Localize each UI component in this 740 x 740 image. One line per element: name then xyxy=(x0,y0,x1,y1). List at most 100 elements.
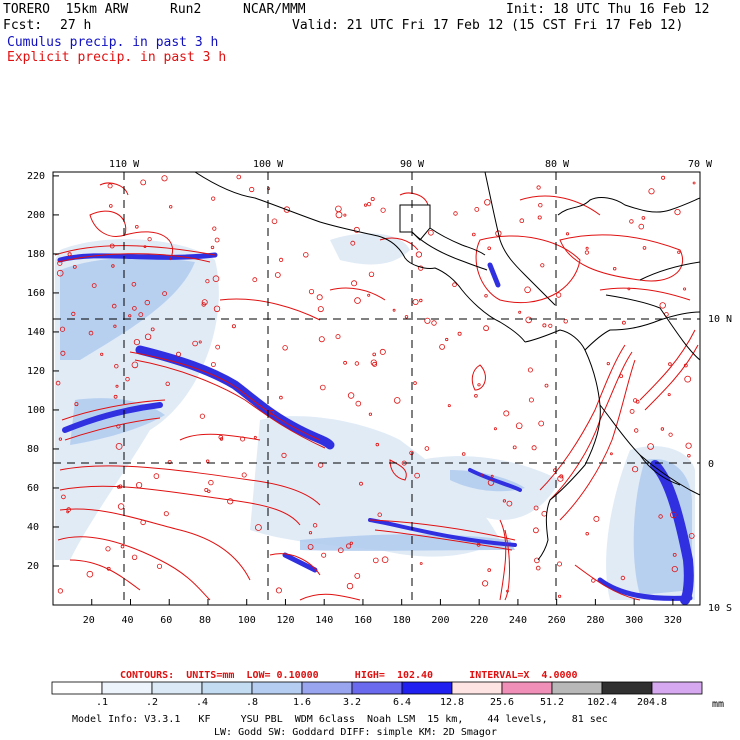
x-tick-label: 200 xyxy=(431,615,450,626)
precip-speckle xyxy=(634,428,639,433)
colorbar-label: 51.2 xyxy=(539,697,565,708)
colorbar-swatch xyxy=(301,681,353,695)
lon-label: 70 W xyxy=(688,159,713,170)
precip-speckle xyxy=(205,279,210,284)
precip-speckle xyxy=(201,299,208,306)
precip-speckle xyxy=(584,250,590,255)
map-frame xyxy=(52,171,701,606)
precip-speckle xyxy=(642,246,647,250)
x-tick-label: 140 xyxy=(315,615,334,626)
precip-speckle xyxy=(535,565,541,571)
precip-speckle xyxy=(363,203,368,207)
colorbar-swatch xyxy=(251,681,303,695)
precip-speckle xyxy=(687,454,691,458)
precip-speckle xyxy=(252,277,258,283)
precip-speckle xyxy=(457,331,462,336)
colorbar-swatch xyxy=(401,681,453,695)
precip-speckle xyxy=(557,475,564,482)
precip-speckle xyxy=(353,226,360,233)
precip-speckle xyxy=(415,251,422,258)
fcst-label: Fcst: xyxy=(3,18,43,33)
y-tick-label: 80 xyxy=(27,443,40,455)
y-tick-label: 180 xyxy=(27,248,46,260)
precip-speckle xyxy=(692,181,696,185)
precip-speckle xyxy=(606,361,610,366)
precip-speckle xyxy=(321,552,327,558)
precip-speckle xyxy=(483,325,490,332)
x-tick-label: 120 xyxy=(276,615,295,626)
cumulus-legend: Cumulus precip. in past 3 h xyxy=(7,35,219,50)
lat-label: 10 S xyxy=(708,603,733,614)
precip-speckle xyxy=(346,582,354,590)
precip-speckle xyxy=(538,420,545,427)
precip-speckle xyxy=(490,474,494,478)
precip-speckle xyxy=(150,327,155,332)
precip-speckle xyxy=(86,570,94,578)
x-tick-label: 160 xyxy=(353,615,372,626)
precip-speckle xyxy=(540,263,545,268)
precip-speckle xyxy=(660,427,665,431)
precip-speckle xyxy=(557,561,563,567)
precip-speckle xyxy=(131,554,138,560)
precip-speckle xyxy=(144,299,150,306)
precip-speckle xyxy=(548,323,553,328)
coastlines xyxy=(194,172,700,561)
precip-speckle xyxy=(674,209,681,216)
colorbar-swatch xyxy=(351,681,403,695)
precip-speckle xyxy=(484,294,488,298)
precip-speckle xyxy=(275,587,282,594)
y-tick-label: 20 xyxy=(27,560,40,572)
precip-speckle xyxy=(269,409,275,415)
precip-speckle xyxy=(393,397,401,404)
precip-speckle xyxy=(619,374,624,379)
precip-speckle xyxy=(168,205,173,209)
precip-speckle xyxy=(351,280,358,287)
precip-speckle xyxy=(461,452,466,456)
precip-speckle xyxy=(372,352,377,357)
x-tick-label: 100 xyxy=(237,615,256,626)
precip-speckle xyxy=(620,575,626,581)
precip-speckle xyxy=(372,361,378,367)
precip-speckle xyxy=(241,472,247,478)
lat-lon-grid xyxy=(53,172,700,605)
precip-speckle xyxy=(316,294,323,301)
precip-speckle xyxy=(161,175,168,182)
precip-speckle xyxy=(335,205,342,213)
precip-speckle xyxy=(487,568,492,572)
precip-speckle xyxy=(308,531,313,535)
precip-speckle xyxy=(404,315,409,319)
precip-speckle xyxy=(107,183,113,189)
precip-speckle xyxy=(354,361,360,366)
precip-speckle xyxy=(531,445,537,451)
precip-speckle xyxy=(143,245,147,249)
precip-speckle xyxy=(484,199,491,206)
precip-speckle xyxy=(213,305,221,312)
x-tick-label: 80 xyxy=(198,615,212,626)
precip-speckle xyxy=(219,437,224,441)
x-tick-label: 280 xyxy=(586,615,605,626)
y-tick-label: 40 xyxy=(27,521,40,533)
precip-speckle xyxy=(671,565,678,573)
valid-time: Valid: 21 UTC Fri 17 Feb 12 (15 CST Fri … xyxy=(292,18,684,33)
y-tick-label: 220 xyxy=(27,170,46,182)
precip-speckle xyxy=(534,557,540,564)
precip-speckle xyxy=(71,311,76,316)
x-tick-label: 220 xyxy=(470,615,489,626)
precip-speckle xyxy=(105,546,111,552)
org-label: NCAR/MMM xyxy=(243,2,306,17)
precip-speckle xyxy=(658,514,663,519)
precip-speckle xyxy=(354,573,361,579)
precip-speckle xyxy=(370,359,377,366)
precip-speckle xyxy=(67,252,72,257)
precip-speckle xyxy=(57,260,63,266)
precip-speckle xyxy=(585,246,589,250)
precip-speckle xyxy=(379,348,386,355)
precip-speckle xyxy=(627,287,631,291)
precip-speckle xyxy=(661,175,666,180)
precip-speckle xyxy=(192,340,198,347)
precip-speckle xyxy=(162,291,168,297)
precip-speckle xyxy=(370,196,375,201)
cumulus-strong-bands xyxy=(57,252,694,605)
colorbar-label: 6.4 xyxy=(392,697,412,708)
y-tick-label: 100 xyxy=(27,404,46,416)
